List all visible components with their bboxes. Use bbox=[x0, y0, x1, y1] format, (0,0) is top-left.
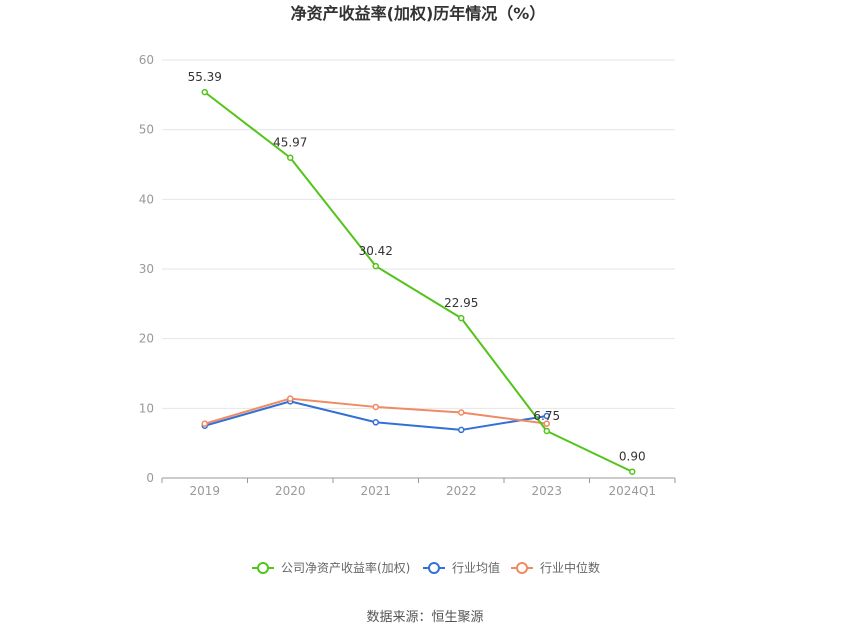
x-tick-label: 2021 bbox=[360, 484, 391, 498]
x-tick-label: 2023 bbox=[531, 484, 562, 498]
x-tick-label: 2020 bbox=[275, 484, 306, 498]
series-point-1 bbox=[372, 419, 379, 426]
y-tick-label: 30 bbox=[139, 262, 154, 276]
series-point-2 bbox=[287, 395, 294, 402]
legend-item-1[interactable]: 行业均值 bbox=[423, 560, 500, 575]
data-label: 45.97 bbox=[273, 136, 307, 150]
series-point-2 bbox=[201, 420, 208, 427]
series-line-0 bbox=[204, 91, 633, 473]
legend-item-0[interactable]: 公司净资产收益率(加权) bbox=[252, 560, 410, 575]
data-label: 55.39 bbox=[188, 70, 222, 84]
legend-marker bbox=[257, 562, 269, 574]
series-point-2 bbox=[372, 403, 379, 411]
series-point-1 bbox=[543, 412, 550, 420]
x-axis: 2019 2020 2021 2022 2023 2024Q1 bbox=[161, 477, 676, 498]
legend-item-2[interactable]: 行业中位数 bbox=[511, 560, 600, 575]
series-point-0 bbox=[372, 262, 379, 270]
data-label: 6.75 bbox=[533, 409, 560, 423]
series-point-2 bbox=[458, 409, 465, 416]
x-tick-label: 2022 bbox=[446, 484, 477, 498]
y-axis: 0 10 20 30 40 50 60 bbox=[139, 53, 154, 485]
legend-label: 行业均值 bbox=[452, 560, 500, 575]
x-tick-label: 2024Q1 bbox=[608, 484, 656, 498]
source-note: 数据来源：恒生聚源 bbox=[366, 610, 483, 625]
series-point-0 bbox=[458, 314, 465, 322]
y-tick-label: 40 bbox=[139, 192, 154, 206]
series-point-1 bbox=[458, 426, 465, 434]
y-tick-label: 20 bbox=[139, 332, 154, 346]
data-label: 0.90 bbox=[619, 450, 646, 464]
series-point-0 bbox=[287, 154, 294, 161]
series-point-0 bbox=[629, 468, 636, 475]
legend[interactable]: 公司净资产收益率(加权) 行业均值 行业中位数 bbox=[252, 560, 600, 575]
y-tick-label: 0 bbox=[146, 471, 154, 485]
data-label: 30.42 bbox=[359, 244, 393, 258]
series-group: 55.39 45.97 30.42 22.95 6.75 0.90 bbox=[188, 70, 646, 475]
legend-marker bbox=[428, 562, 440, 574]
y-tick-label: 60 bbox=[139, 53, 154, 67]
legend-label: 行业中位数 bbox=[540, 560, 600, 575]
legend-label: 公司净资产收益率(加权) bbox=[281, 560, 410, 575]
y-tick-label: 50 bbox=[139, 123, 154, 137]
series-point-0 bbox=[201, 88, 208, 96]
x-tick-label: 2019 bbox=[189, 484, 220, 498]
grid bbox=[162, 59, 675, 409]
chart-title: 净资产收益率(加权)历年情况（%） bbox=[291, 4, 546, 23]
y-tick-label: 10 bbox=[139, 401, 154, 415]
data-label: 22.95 bbox=[444, 296, 478, 310]
legend-marker bbox=[516, 562, 528, 574]
series-point-0 bbox=[543, 427, 550, 435]
series-point-2 bbox=[543, 420, 550, 427]
